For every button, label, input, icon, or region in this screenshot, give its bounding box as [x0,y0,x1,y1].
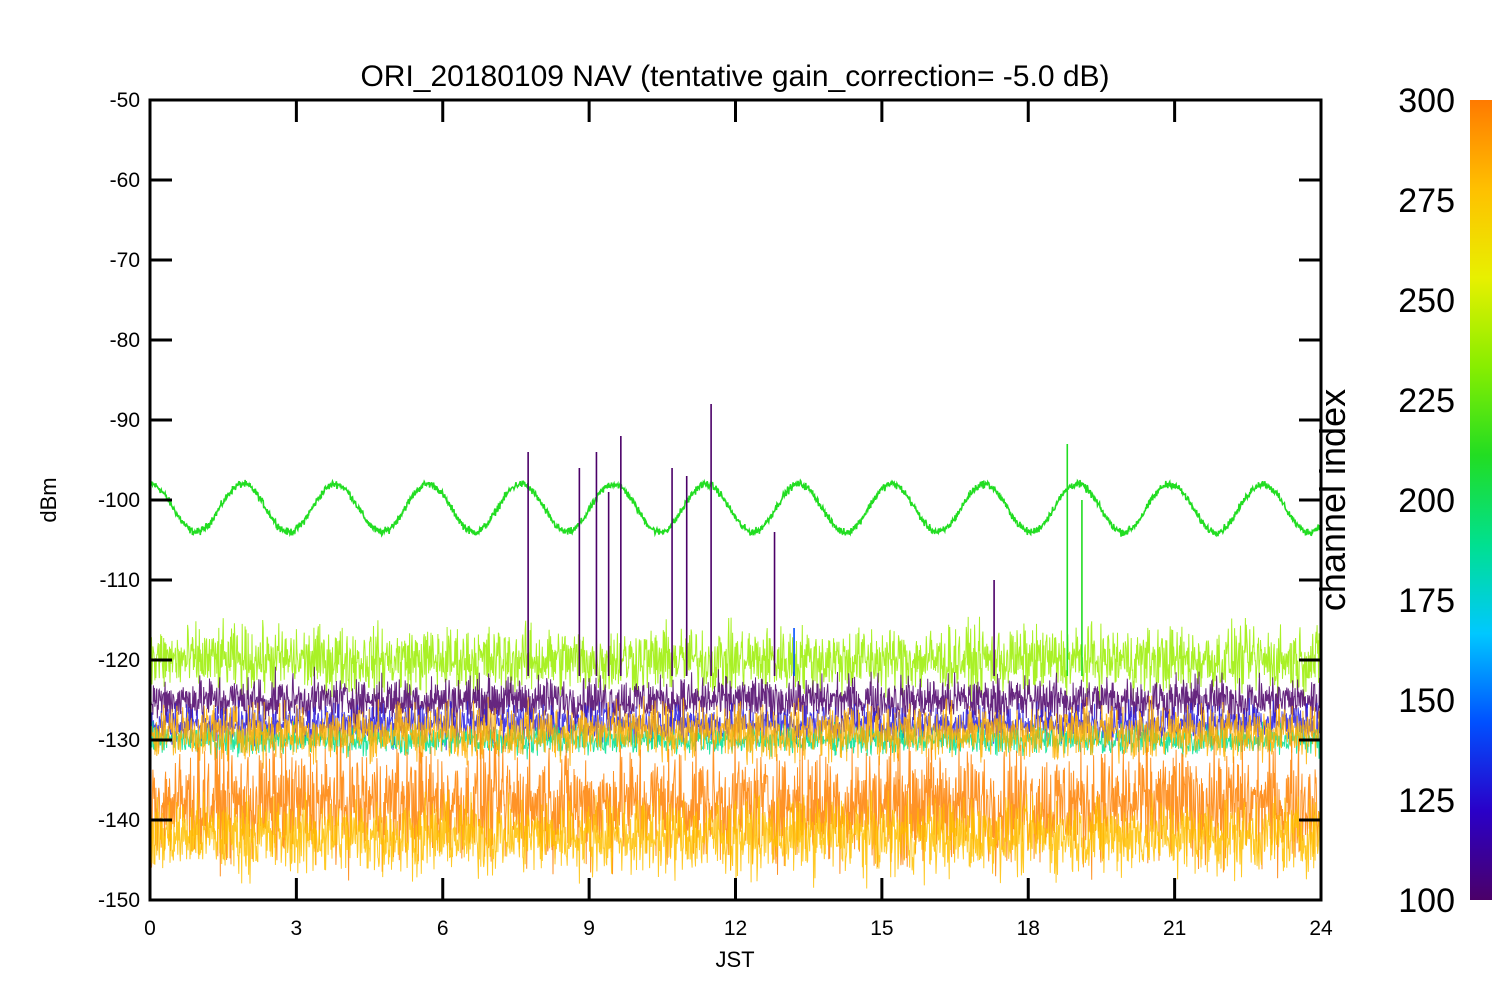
series-line-ch300 [150,724,1321,881]
series-line-ch110 [150,666,1321,732]
x-tick-label: 6 [437,917,449,940]
x-tick-label: 21 [1163,917,1186,940]
colorbar-tick-label: 200 [1398,482,1455,520]
chart-title: ORI_20180109 NAV (tentative gain_correct… [360,60,1109,93]
y-tick-label: -100 [98,489,140,512]
series-line-ch255 [150,616,1321,705]
y-tick-label: -50 [110,89,140,112]
x-tick-label: 3 [291,917,303,940]
y-ticks: -50 -60 -70 -80 -90 -100 -110 -120 -130 -140 -150 [98,89,1321,912]
x-tick-label: 9 [583,917,595,940]
series-line-ch280 [150,788,1321,889]
colorbar-label: channel index [1312,389,1353,611]
colorbar-tick-label: 175 [1398,582,1455,620]
colorbar-tick-label: 275 [1398,182,1455,220]
y-tick-label: -90 [110,409,140,432]
y-tick-label: -70 [110,249,140,272]
colorbar-tick-label: 250 [1398,282,1455,320]
colorbar-tick-label: 150 [1398,682,1455,720]
y-tick-label: -140 [98,809,140,832]
y-tick-label: -130 [98,729,140,752]
x-axis-label: JST [715,947,754,972]
y-tick-label: -150 [98,889,140,912]
x-tick-label: 12 [724,917,747,940]
x-tick-label: 24 [1309,917,1333,940]
y-axis-label: dBm [36,477,61,522]
colorbar-ticks: 100 125 150 175 200 225 250 275 300 [1398,82,1455,920]
x-tick-label: 0 [144,917,156,940]
colorbar-tick-label: 100 [1398,882,1455,920]
y-tick-label: -60 [110,169,140,192]
colorbar-tick-label: 225 [1398,382,1455,420]
y-tick-label: -80 [110,329,140,352]
colorbar-tick-label: 300 [1398,82,1455,120]
x-ticks: 0 3 6 9 12 15 18 21 24 [144,100,1333,940]
colorbar [1470,100,1492,900]
x-tick-label: 18 [1017,917,1040,940]
colorbar-tick-label: 125 [1398,782,1455,820]
y-tick-label: -120 [98,649,140,672]
plot-content [150,404,1321,889]
series-line-ch215 [150,478,1321,538]
x-tick-label: 15 [870,917,893,940]
y-tick-label: -110 [100,569,140,592]
